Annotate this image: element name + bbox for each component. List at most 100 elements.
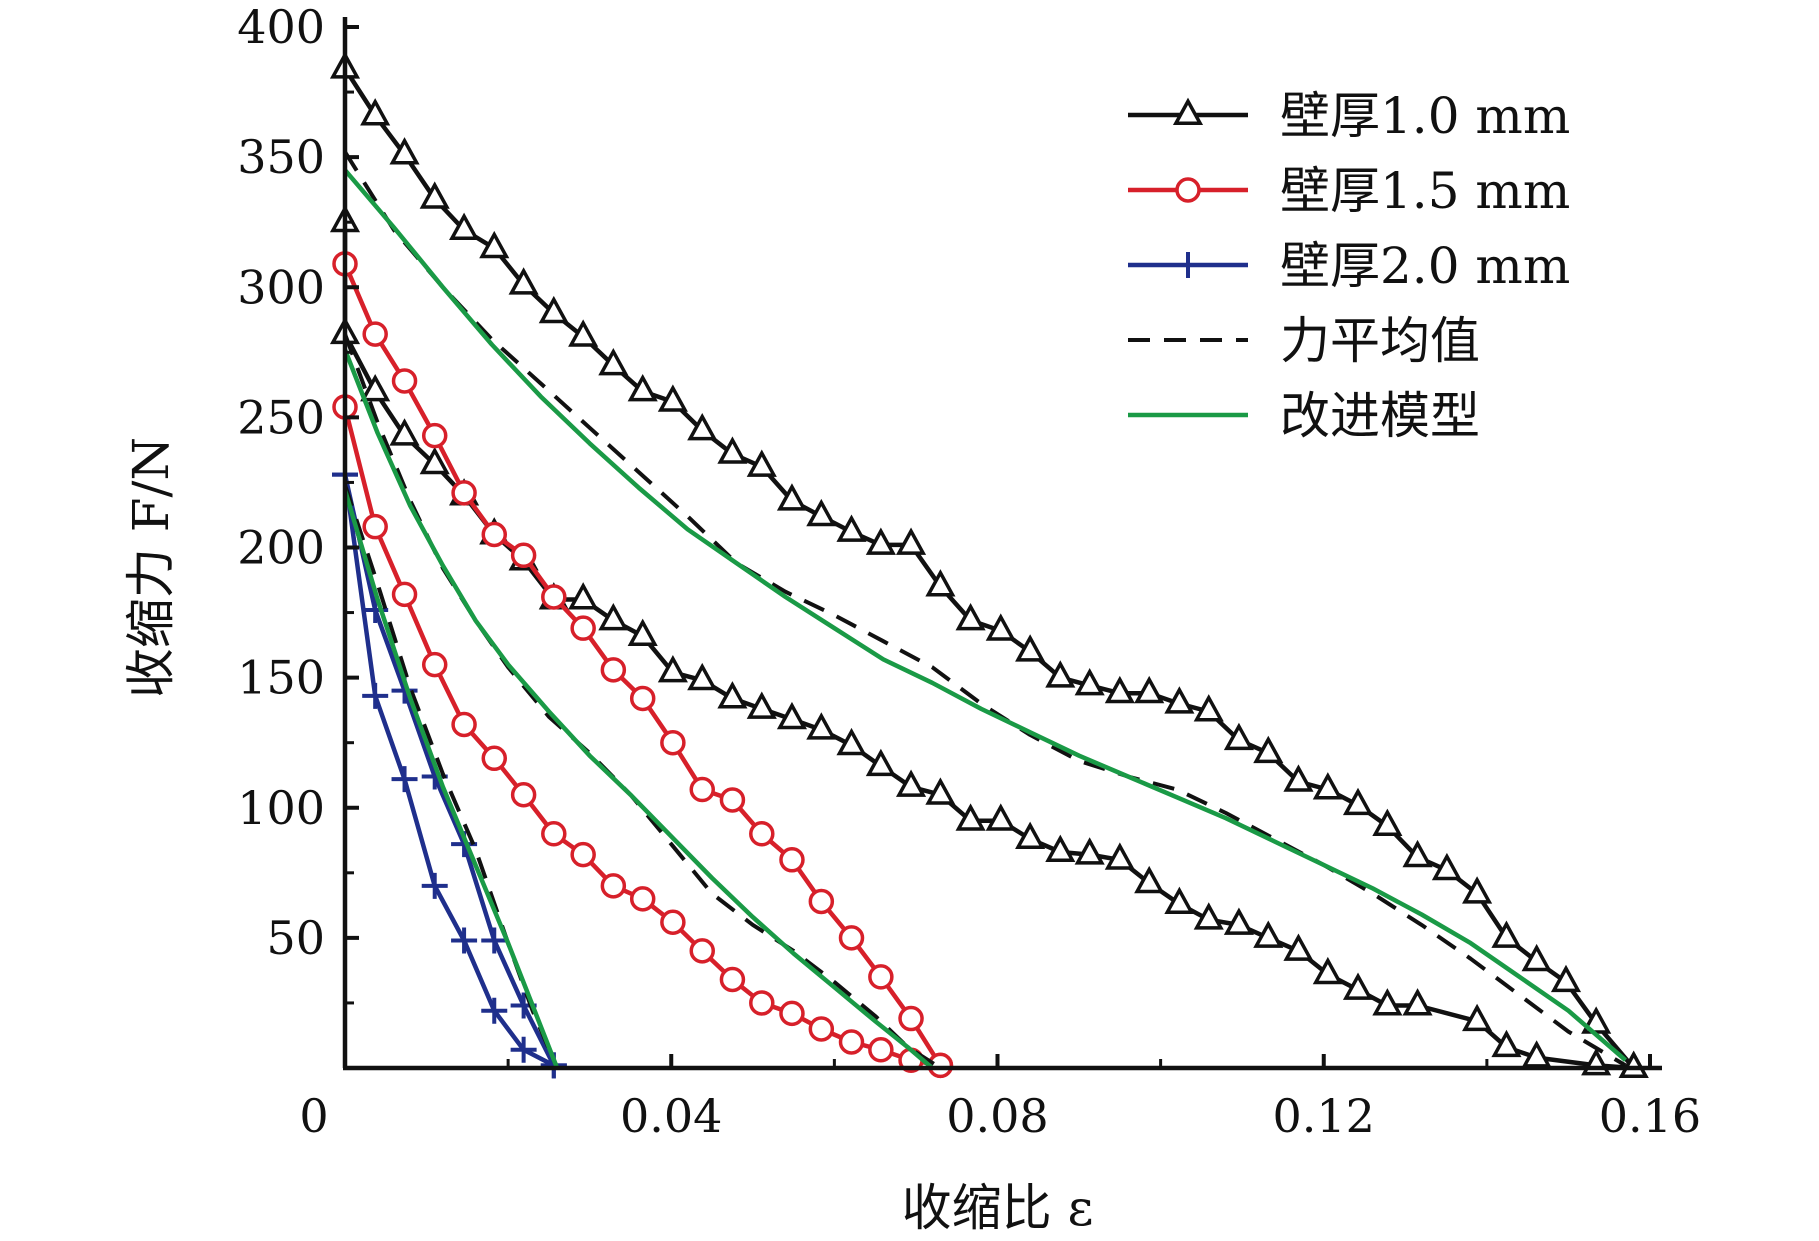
series-3-point-16 xyxy=(451,711,477,738)
y-axis-title: 收缩力 F/N xyxy=(122,437,180,698)
series-6-line xyxy=(343,150,1627,1068)
series-10-line xyxy=(342,348,934,1070)
legend-label: 力平均值 xyxy=(1280,312,1480,370)
series-3-point-7 xyxy=(719,966,746,993)
legend-item: 改进模型 xyxy=(1128,387,1480,445)
series-0-point-15 xyxy=(776,483,808,511)
series-0-point-5 xyxy=(479,230,510,259)
series-11-line xyxy=(342,489,560,1069)
series-0-point-31 xyxy=(1253,735,1284,764)
series-0-point-2 xyxy=(389,137,420,165)
x-tick-label: 0.04 xyxy=(620,1089,722,1143)
series-0-point-14 xyxy=(746,449,777,477)
series-4-point-5 xyxy=(481,927,508,954)
series-0-point-16 xyxy=(806,498,837,527)
series-0-point-33 xyxy=(1312,772,1343,800)
series-0-point-8 xyxy=(568,319,599,347)
y-tick-label: 50 xyxy=(266,911,325,965)
series-1-point-21 xyxy=(925,777,956,805)
series-1-point-13 xyxy=(1164,886,1195,915)
series-2-point-19 xyxy=(898,1005,924,1032)
series-0-point-1 xyxy=(360,98,391,126)
series-1-point-24 xyxy=(836,727,867,756)
series-1-point-32 xyxy=(598,602,629,631)
legend-item: 壁厚2.0 mm xyxy=(1128,237,1570,295)
legend-label: 壁厚2.0 mm xyxy=(1280,237,1570,295)
series-1-point-38 xyxy=(419,446,450,475)
series-2-point-2 xyxy=(391,368,418,394)
series-0-point-26 xyxy=(1104,675,1135,704)
series-1-point-25 xyxy=(806,712,837,740)
series-0-point-13 xyxy=(717,436,748,464)
series-5-point-3 xyxy=(451,927,478,954)
x-tick-label: 0 xyxy=(299,1089,328,1143)
series-1-point-31 xyxy=(627,618,658,646)
series-6 xyxy=(343,150,1627,1068)
series-3-point-18 xyxy=(391,581,418,608)
series-0-point-28 xyxy=(1164,686,1195,714)
series-2 xyxy=(332,251,954,1079)
series-3-point-6 xyxy=(749,990,775,1016)
series-5-point-6 xyxy=(362,682,389,709)
series-3-point-15 xyxy=(481,745,508,772)
series-0-point-25 xyxy=(1074,668,1105,696)
series-0-point-36 xyxy=(1402,839,1433,868)
series-1-point-19 xyxy=(985,803,1016,831)
y-tick-label: 350 xyxy=(237,130,325,184)
series-5-point-1 xyxy=(510,1036,537,1063)
y-tick-label: 250 xyxy=(237,390,325,444)
series-0-point-37 xyxy=(1431,852,1462,881)
series-9-line xyxy=(343,168,1627,1062)
y-tick-label: 200 xyxy=(237,521,325,575)
series-1-point-39 xyxy=(389,418,420,446)
series-1-point-16 xyxy=(1074,837,1105,865)
series-3-point-17 xyxy=(421,651,448,678)
y-tick-label: 150 xyxy=(237,651,325,705)
series-0-point-4 xyxy=(449,212,480,240)
series-0-point-17 xyxy=(836,514,867,542)
series-3-point-13 xyxy=(541,821,567,847)
series-2-point-18 xyxy=(868,964,894,990)
y-tick-label: 100 xyxy=(237,781,325,835)
x-tick-label: 0.12 xyxy=(1273,1089,1375,1143)
series-2-point-9 xyxy=(600,657,627,683)
legend-marker xyxy=(1175,252,1201,278)
series-0-point-34 xyxy=(1342,787,1374,816)
series-0-point-12 xyxy=(687,413,718,441)
series-1-point-40 xyxy=(360,373,391,402)
series-1-point-30 xyxy=(657,655,688,683)
legend-marker xyxy=(1175,177,1201,203)
series-0 xyxy=(329,51,1649,1078)
series-0-point-9 xyxy=(598,347,629,376)
series-0-point-19 xyxy=(895,527,927,555)
series-1-point-6 xyxy=(1372,988,1403,1016)
series-3-point-9 xyxy=(660,909,686,936)
series-3-point-4 xyxy=(808,1016,835,1042)
series-1-point-20 xyxy=(955,803,986,831)
series-2-point-11 xyxy=(660,729,686,756)
legend-item: 壁厚1.5 mm xyxy=(1128,162,1570,220)
series-2-point-4 xyxy=(451,480,477,506)
legend-item: 力平均值 xyxy=(1128,312,1480,370)
series-3-point-11 xyxy=(600,873,627,899)
series-9 xyxy=(343,168,1627,1062)
series-1-point-18 xyxy=(1015,821,1046,849)
series-3-point-2 xyxy=(868,1037,894,1063)
y-tick-label: 400 xyxy=(237,0,325,54)
series-1-point-28 xyxy=(717,681,748,709)
series-0-point-38 xyxy=(1462,876,1493,904)
series-0-point-3 xyxy=(419,181,450,209)
series-1-point-5 xyxy=(1402,988,1433,1016)
legend-label: 改进模型 xyxy=(1280,387,1480,445)
x-tick-label: 0.08 xyxy=(946,1089,1048,1143)
series-2-point-14 xyxy=(749,821,775,847)
series-1-point-33 xyxy=(568,582,599,610)
series-1-point-9 xyxy=(1283,933,1314,961)
plot-area xyxy=(329,51,1649,1079)
series-0-point-6 xyxy=(508,267,539,295)
series-1-point-3 xyxy=(1491,1029,1522,1058)
series-0-point-20 xyxy=(925,569,956,597)
series-0-point-18 xyxy=(865,527,896,555)
